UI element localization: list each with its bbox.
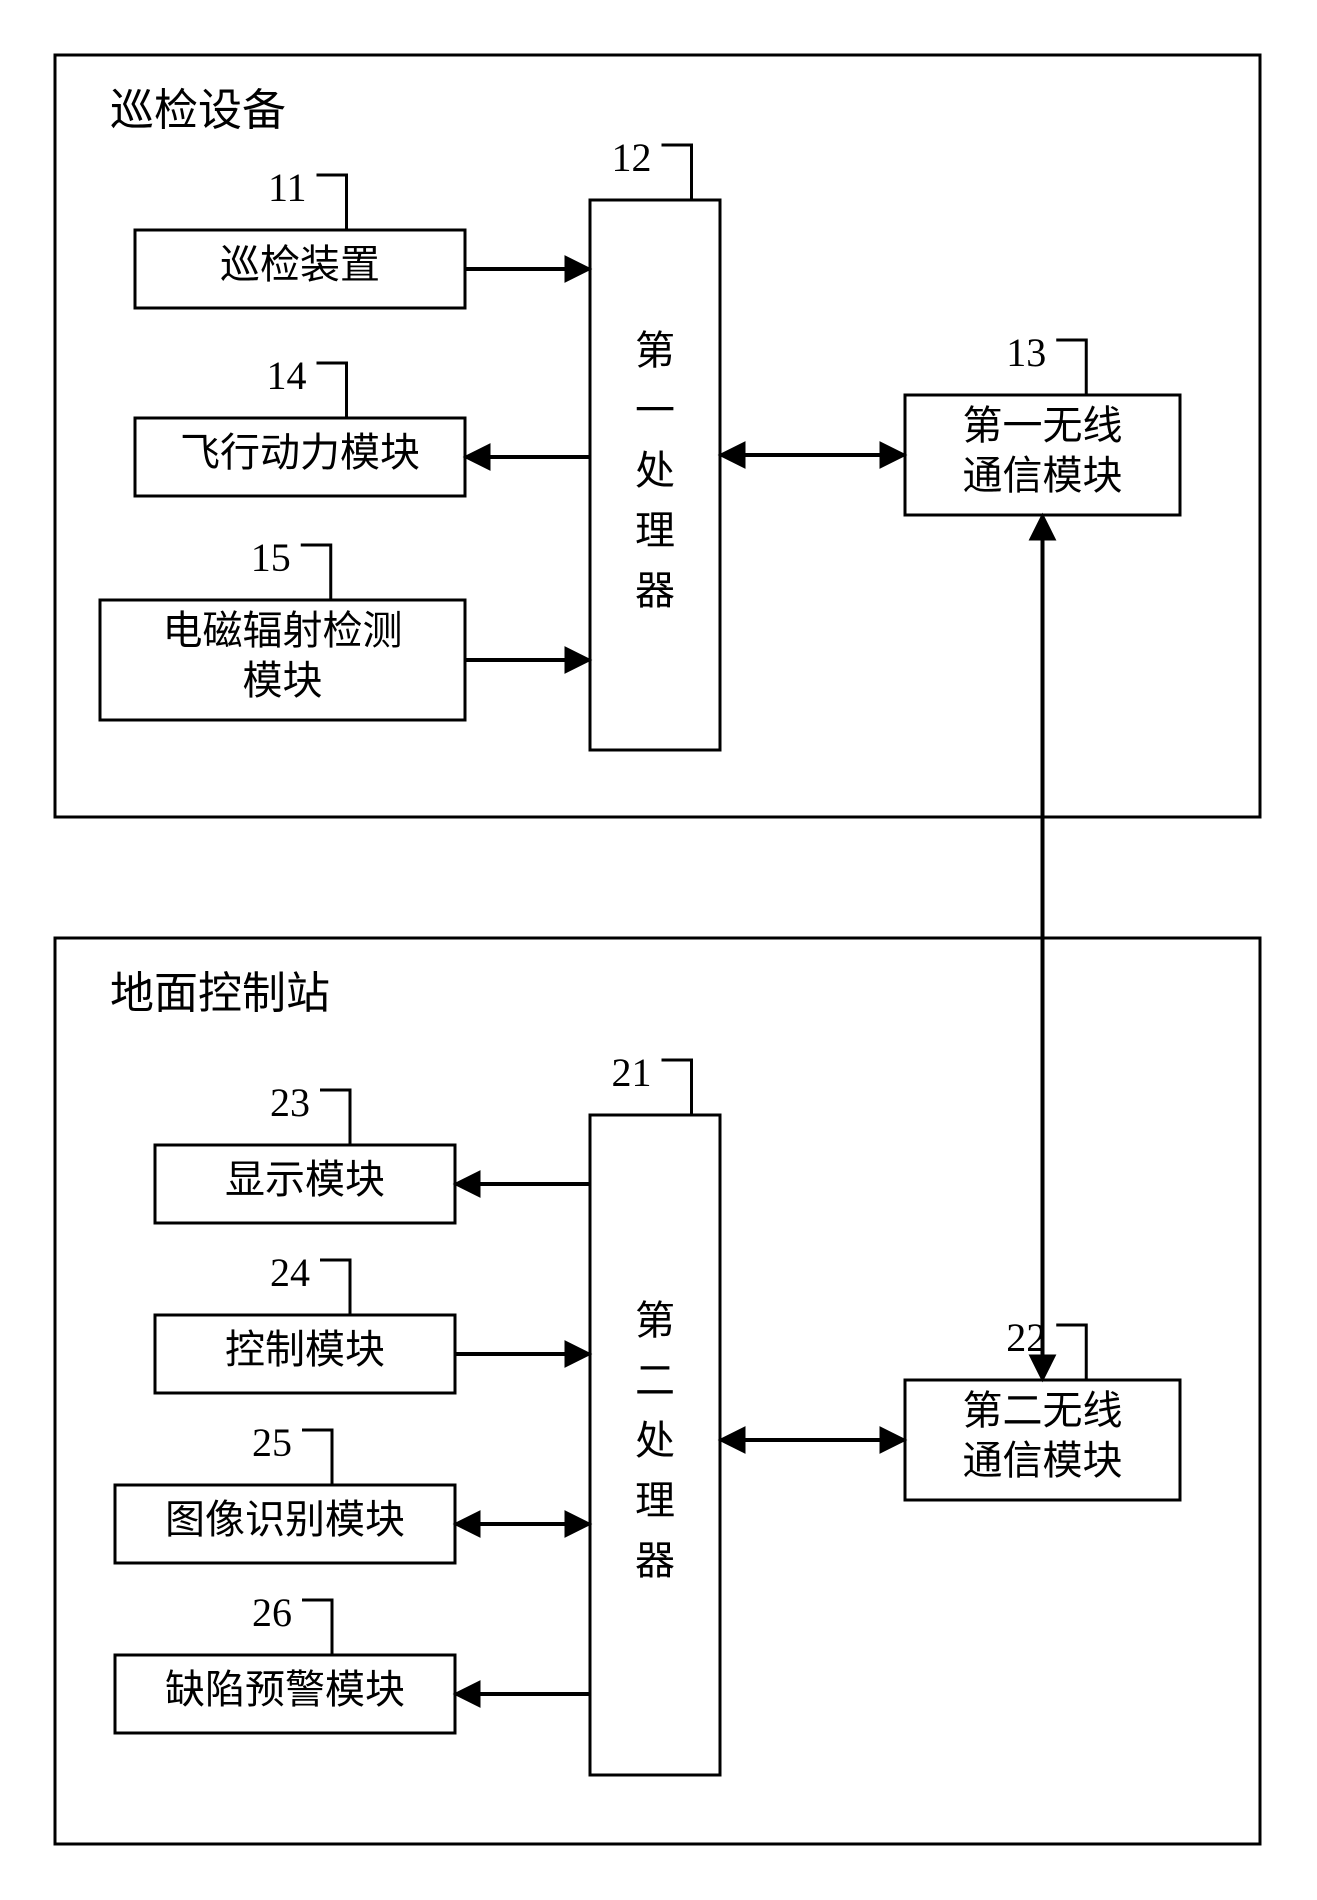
node-n12-label: 第 <box>635 328 675 373</box>
ref-11: 11 <box>268 165 307 210</box>
node-n22-label: 第二无线 <box>963 1388 1123 1433</box>
ref-22: 22 <box>1006 1315 1046 1360</box>
node-n12-label: 处 <box>635 448 675 493</box>
ref-24: 24 <box>270 1250 310 1295</box>
node-n14-label: 飞行动力模块 <box>180 430 420 475</box>
node-n12-label: 一 <box>635 388 675 433</box>
node-n24-label: 控制模块 <box>225 1327 385 1372</box>
group-top-title: 巡检设备 <box>110 86 286 135</box>
ref-21: 21 <box>612 1050 652 1095</box>
node-n22-label: 通信模块 <box>963 1438 1123 1483</box>
node-n11-label: 巡检装置 <box>220 242 380 287</box>
node-n25-label: 图像识别模块 <box>165 1497 405 1542</box>
node-n15-label: 电磁辐射检测 <box>163 608 403 653</box>
ref-26: 26 <box>252 1590 292 1635</box>
node-n23-label: 显示模块 <box>225 1157 385 1202</box>
node-n21-label: 理 <box>635 1478 675 1523</box>
node-n21-label: 二 <box>635 1358 675 1403</box>
node-n13-label: 通信模块 <box>963 453 1123 498</box>
ref-23: 23 <box>270 1080 310 1125</box>
node-n21-label: 处 <box>635 1418 675 1463</box>
node-n21-label: 器 <box>635 1538 675 1583</box>
ref-25: 25 <box>252 1420 292 1465</box>
node-n13-label: 第一无线 <box>963 403 1123 448</box>
node-n15-label: 模块 <box>243 658 323 703</box>
ref-15: 15 <box>251 535 291 580</box>
ref-13: 13 <box>1006 330 1046 375</box>
node-n12-label: 器 <box>635 568 675 613</box>
ref-14: 14 <box>267 353 307 398</box>
group-bottom-title: 地面控制站 <box>110 969 330 1018</box>
node-n12-label: 理 <box>635 508 675 553</box>
ref-12: 12 <box>612 135 652 180</box>
node-n26-label: 缺陷预警模块 <box>165 1667 405 1712</box>
node-n21-label: 第 <box>635 1298 675 1343</box>
